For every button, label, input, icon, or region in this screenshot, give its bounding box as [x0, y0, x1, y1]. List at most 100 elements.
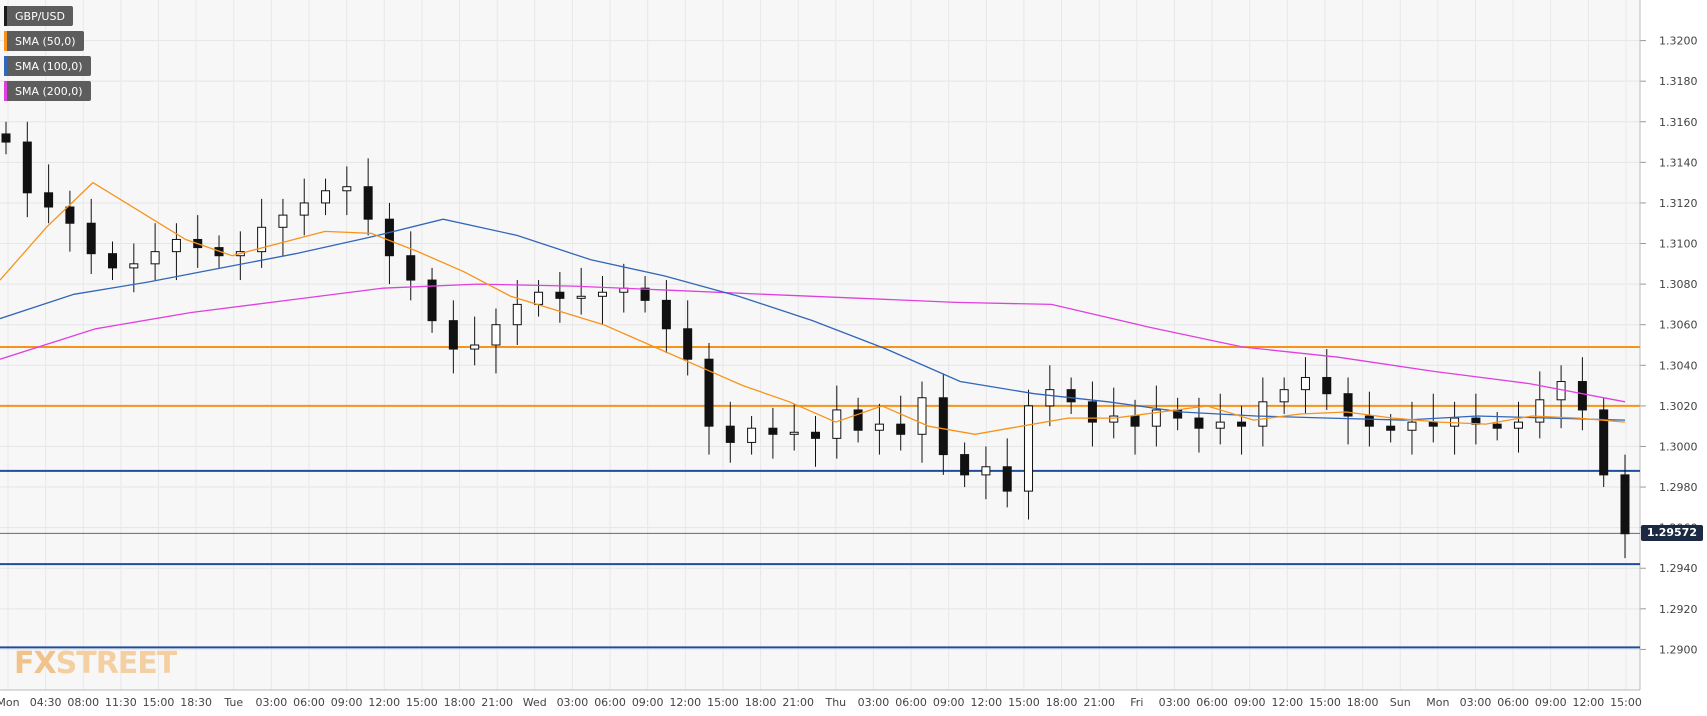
- candle-body: [768, 427, 778, 435]
- y-tick-label: 1.3160: [1659, 116, 1698, 129]
- legend-item-sma50[interactable]: SMA (50,0): [4, 31, 84, 51]
- x-tick-label: 03:00: [1159, 696, 1191, 709]
- candle-body: [1492, 423, 1502, 429]
- candle-body: [1279, 389, 1289, 403]
- x-tick-label: 06:00: [293, 696, 325, 709]
- y-tick-label: 1.3200: [1659, 35, 1698, 48]
- sma200-line: [0, 283, 1626, 403]
- candle-body: [1300, 376, 1310, 391]
- x-tick-label: Mon: [0, 696, 20, 709]
- candle-body: [1087, 401, 1097, 423]
- x-tick-label: 11:30: [105, 696, 137, 709]
- candle-body: [448, 320, 458, 350]
- candle-body: [171, 238, 181, 253]
- x-tick-label: 15:00: [406, 696, 438, 709]
- candle-body: [299, 202, 309, 216]
- legend-item-sma100[interactable]: SMA (100,0): [4, 56, 91, 76]
- symbol-swatch: [4, 6, 7, 26]
- candle-body: [1386, 425, 1396, 431]
- candle-body: [1151, 409, 1161, 427]
- x-tick-label: 12:00: [669, 696, 701, 709]
- x-tick-label: 15:00: [1008, 696, 1040, 709]
- x-tick-label: 06:00: [1497, 696, 1529, 709]
- candle-body: [22, 141, 32, 194]
- x-tick-label: 03:00: [557, 696, 589, 709]
- x-tick-label: 18:00: [444, 696, 476, 709]
- y-tick-label: 1.3140: [1659, 156, 1698, 169]
- candle-body: [853, 409, 863, 431]
- candle-body: [406, 255, 416, 281]
- y-tick-label: 1.3080: [1659, 278, 1698, 291]
- candle-body: [1258, 401, 1268, 427]
- candle-body: [1322, 376, 1332, 395]
- candle-body: [1343, 393, 1353, 417]
- candle-body: [44, 192, 54, 208]
- candle-body: [938, 397, 948, 456]
- candle-body: [534, 291, 544, 305]
- legend-sma50-label: SMA (50,0): [15, 34, 76, 48]
- candle-body: [470, 344, 480, 350]
- y-tick-label: 1.2980: [1659, 481, 1698, 494]
- candle-body: [1535, 399, 1545, 423]
- x-tick-label: 21:00: [1083, 696, 1115, 709]
- sma200-swatch: [4, 81, 7, 101]
- x-tick-label: 04:30: [30, 696, 62, 709]
- x-tick-label: 09:00: [632, 696, 664, 709]
- y-tick-label: 1.3100: [1659, 238, 1698, 251]
- x-tick-label: 18:00: [745, 696, 777, 709]
- sma100-line: [0, 218, 1626, 421]
- candle-body: [661, 299, 671, 330]
- candle-body: [1599, 409, 1609, 476]
- x-tick-label: 15:00: [1309, 696, 1341, 709]
- candle-body: [789, 431, 799, 435]
- y-tick-label: 1.3120: [1659, 197, 1698, 210]
- x-tick-label: 09:00: [1234, 696, 1266, 709]
- y-tick-label: 1.3180: [1659, 75, 1698, 88]
- x-tick-label: 03:00: [256, 696, 288, 709]
- candle-body: [108, 253, 118, 269]
- candle-body: [1002, 466, 1012, 492]
- candle-body: [704, 358, 714, 427]
- legend-item-sma200[interactable]: SMA (200,0): [4, 81, 91, 101]
- x-tick-label: 15:00: [143, 696, 175, 709]
- x-tick-label: 21:00: [782, 696, 814, 709]
- candle-body: [1407, 421, 1417, 431]
- x-tick-label: 09:00: [933, 696, 965, 709]
- legend-sma200-label: SMA (200,0): [15, 84, 83, 98]
- x-tick-label: 09:00: [1535, 696, 1567, 709]
- x-tick-label: 06:00: [895, 696, 927, 709]
- candle-body: [342, 186, 352, 192]
- plot-area: [0, 0, 1640, 690]
- candle-body: [1045, 389, 1055, 407]
- legend: GBP/USD SMA (50,0) SMA (100,0) SMA (200,…: [4, 6, 91, 106]
- candle-body: [725, 425, 735, 443]
- x-tick-label: 12:00: [368, 696, 400, 709]
- legend-item-symbol[interactable]: GBP/USD: [4, 6, 73, 26]
- candle-body: [917, 397, 927, 435]
- x-tick-label: 18:00: [1347, 696, 1379, 709]
- x-tick-label: Sun: [1390, 696, 1411, 709]
- x-tick-label: 15:00: [1610, 696, 1642, 709]
- candle-body: [384, 218, 394, 257]
- candle-body: [555, 291, 565, 299]
- x-tick-label: Tue: [223, 696, 243, 709]
- candle-body: [65, 206, 75, 224]
- x-tick-label: 21:00: [481, 696, 513, 709]
- x-tick-label: 06:00: [1196, 696, 1228, 709]
- candle-body: [1428, 421, 1438, 427]
- candle-body: [1215, 421, 1225, 429]
- candle-body: [257, 226, 267, 253]
- y-tick-label: 1.2900: [1659, 643, 1698, 656]
- candle-body: [1237, 421, 1247, 427]
- x-tick-label: 18:30: [180, 696, 212, 709]
- sma100-swatch: [4, 56, 7, 76]
- legend-symbol-label: GBP/USD: [15, 9, 65, 23]
- candle-body: [874, 423, 884, 431]
- candle-body: [1130, 415, 1140, 427]
- x-tick-label: 12:00: [970, 696, 1002, 709]
- y-tick-label: 1.3000: [1659, 440, 1698, 453]
- candle-body: [1194, 417, 1204, 429]
- candle-body: [832, 409, 842, 439]
- x-tick-label: Fri: [1130, 696, 1143, 709]
